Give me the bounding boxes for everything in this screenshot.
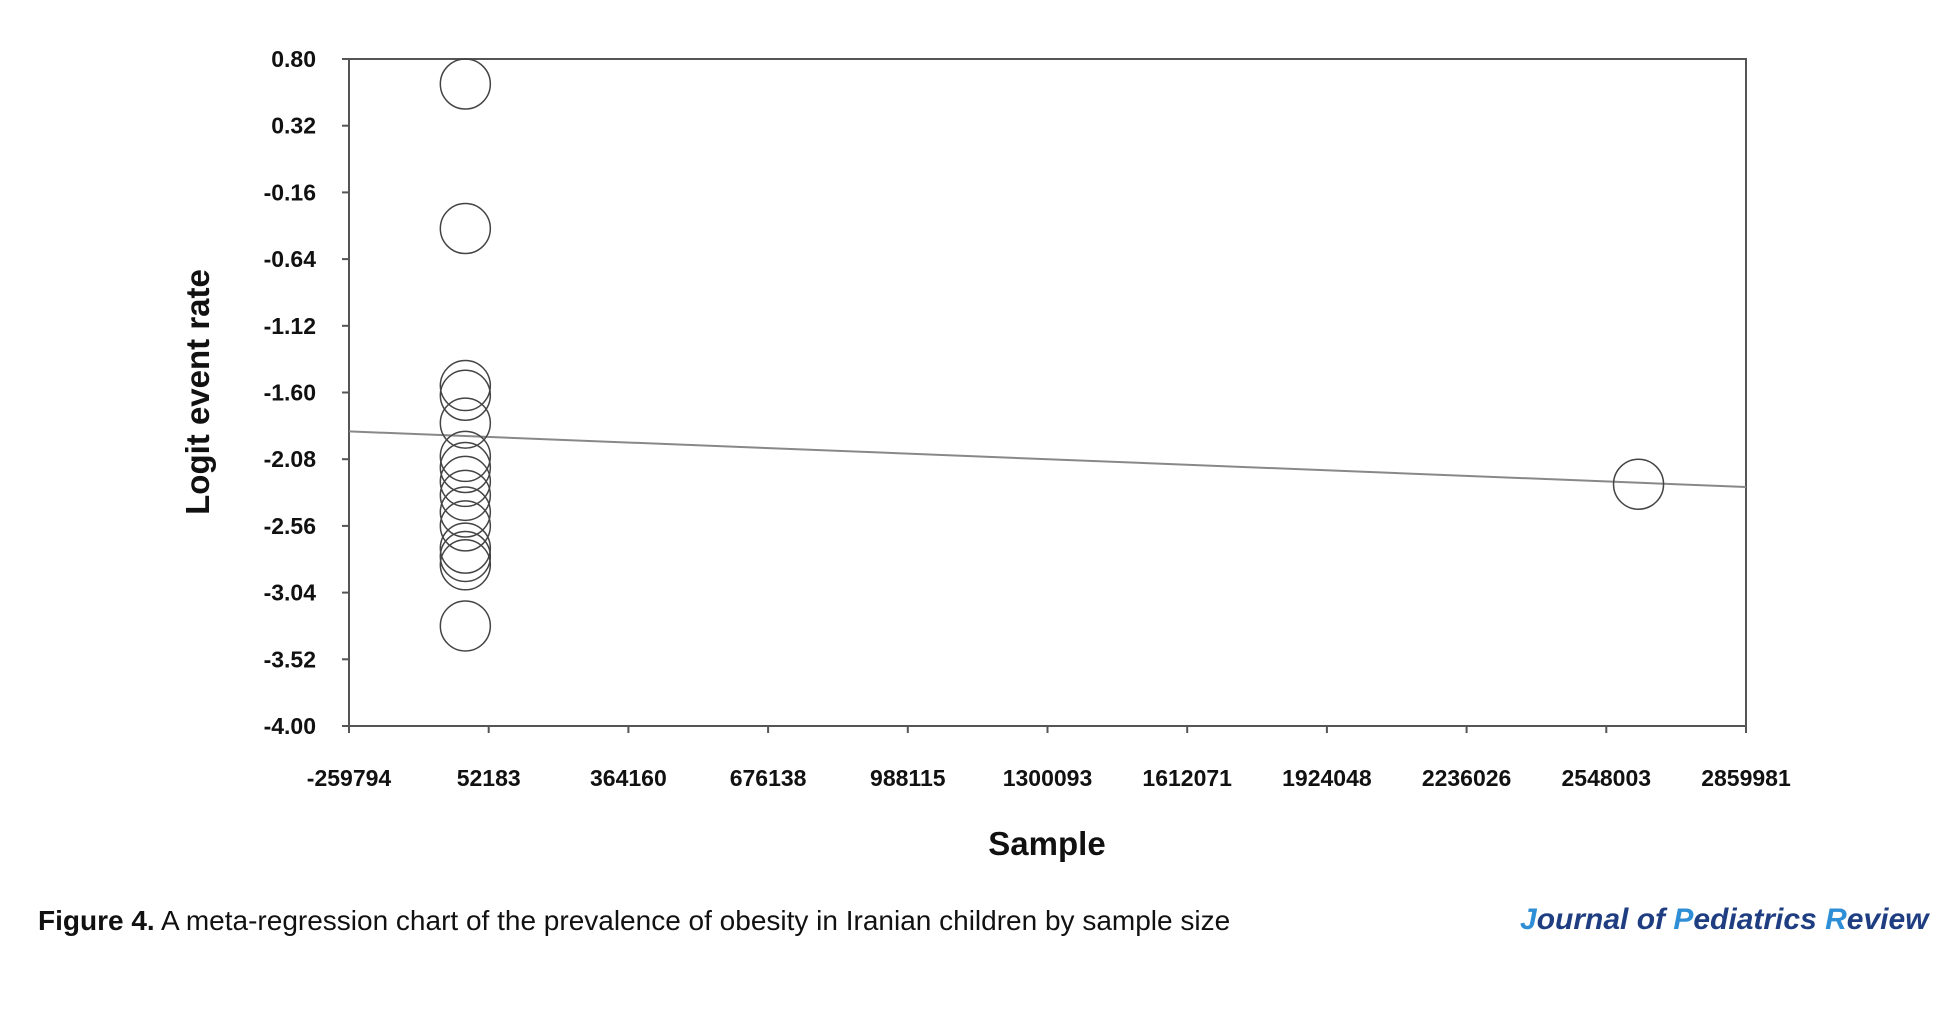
x-tick-label: 52183 [457, 765, 521, 791]
journal-initial-r: R [1825, 903, 1847, 936]
y-tick-label: -2.08 [264, 446, 317, 472]
y-tick-label: -0.16 [264, 179, 316, 205]
figure-caption: Figure 4. A meta-regression chart of the… [38, 905, 1230, 937]
y-tick-label: -1.60 [264, 380, 316, 406]
x-tick-label: 988115 [870, 765, 946, 791]
data-point [439, 600, 492, 652]
journal-word-journal-of: ournal of [1536, 903, 1674, 936]
data-point [439, 58, 492, 110]
data-point [439, 530, 492, 583]
journal-initial-j: J [1520, 903, 1537, 936]
data-point [439, 369, 492, 422]
data-point [439, 455, 492, 508]
data-point [439, 539, 492, 591]
y-tick-label: 0.80 [271, 46, 316, 72]
x-tick-label: 1612071 [1142, 765, 1232, 791]
journal-initial-p: P [1673, 903, 1694, 936]
x-tick-label: 676138 [730, 765, 807, 791]
y-tick-label: -0.64 [264, 246, 317, 272]
journal-name: Journal of Pediatrics Review [1520, 903, 1929, 937]
y-tick-label: 0.32 [271, 113, 316, 139]
data-point [439, 486, 492, 538]
regression-line [348, 430, 1747, 488]
x-tick-label: 2236026 [1422, 765, 1512, 791]
y-tick-label: -3.04 [264, 580, 317, 606]
data-point [439, 397, 492, 449]
y-axis-title: Logit event rate [179, 269, 216, 515]
y-tick-label: -4.00 [264, 713, 316, 739]
data-point [439, 522, 492, 574]
data-point [439, 359, 492, 412]
x-axis-title: Sample [988, 825, 1105, 862]
plot-area-frame [348, 58, 1747, 727]
x-tick-label: 2548003 [1562, 765, 1652, 791]
data-point [439, 469, 492, 522]
meta-regression-chart: -259794 52183 364160 676138 988115 1300093 161… [179, 46, 1791, 862]
y-tick-label: -2.56 [264, 513, 316, 539]
y-tick-label: -1.12 [264, 313, 316, 339]
journal-word-review: eview [1846, 903, 1929, 936]
figure-caption-text: A meta-regression chart of the prevalenc… [154, 905, 1231, 936]
y-tick-label: -3.52 [264, 646, 316, 672]
figure-label: Figure 4. [38, 905, 155, 936]
data-point [439, 500, 492, 552]
x-tick-label: 364160 [590, 765, 667, 791]
data-point [439, 430, 492, 483]
data-point [439, 202, 492, 255]
x-tick-label: 2859981 [1701, 765, 1791, 791]
data-point [1612, 458, 1665, 510]
x-tick-label: 1924048 [1282, 765, 1372, 791]
x-tick-label: 1300093 [1003, 765, 1093, 791]
x-tick-label: -259794 [307, 765, 392, 791]
journal-word-pediatrics: ediatrics [1693, 903, 1826, 936]
data-point [439, 441, 492, 494]
